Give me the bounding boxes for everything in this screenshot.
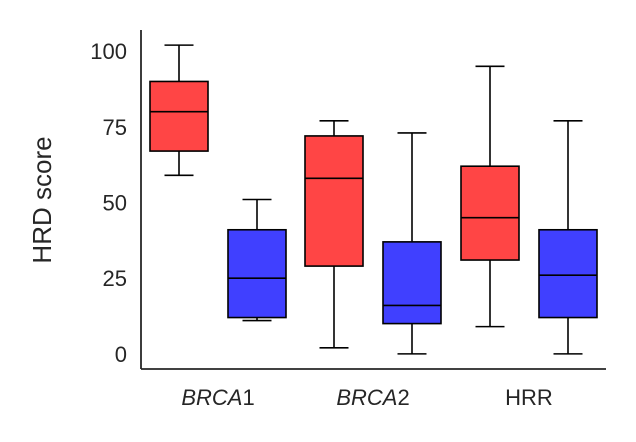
y-tick-label: 75	[103, 115, 127, 140]
box-3	[304, 120, 364, 349]
axes-layer: 0 25 50 75 100 BRCA1 BRCA2 HRR	[90, 30, 606, 410]
iqr-box	[382, 241, 442, 325]
iqr-box	[304, 135, 364, 267]
y-tick-label: 0	[115, 342, 127, 367]
y-tick-label: 25	[103, 266, 127, 291]
box-4	[382, 132, 442, 355]
iqr-box	[149, 80, 209, 152]
box-2	[227, 198, 287, 322]
x-tick-label: HRR	[505, 385, 553, 410]
y-tick-label: 50	[103, 191, 127, 216]
boxes-layer	[149, 44, 598, 355]
x-tick-label: BRCA1	[181, 385, 254, 410]
y-axis-title: HRD score	[27, 136, 57, 263]
iqr-box	[460, 165, 520, 261]
iqr-box	[538, 228, 598, 319]
y-tick-label: 100	[90, 39, 127, 64]
box-1	[149, 44, 209, 177]
iqr-box	[227, 228, 287, 319]
box-6	[538, 120, 598, 355]
x-tick-label: BRCA2	[336, 385, 409, 410]
box-5	[460, 65, 520, 328]
